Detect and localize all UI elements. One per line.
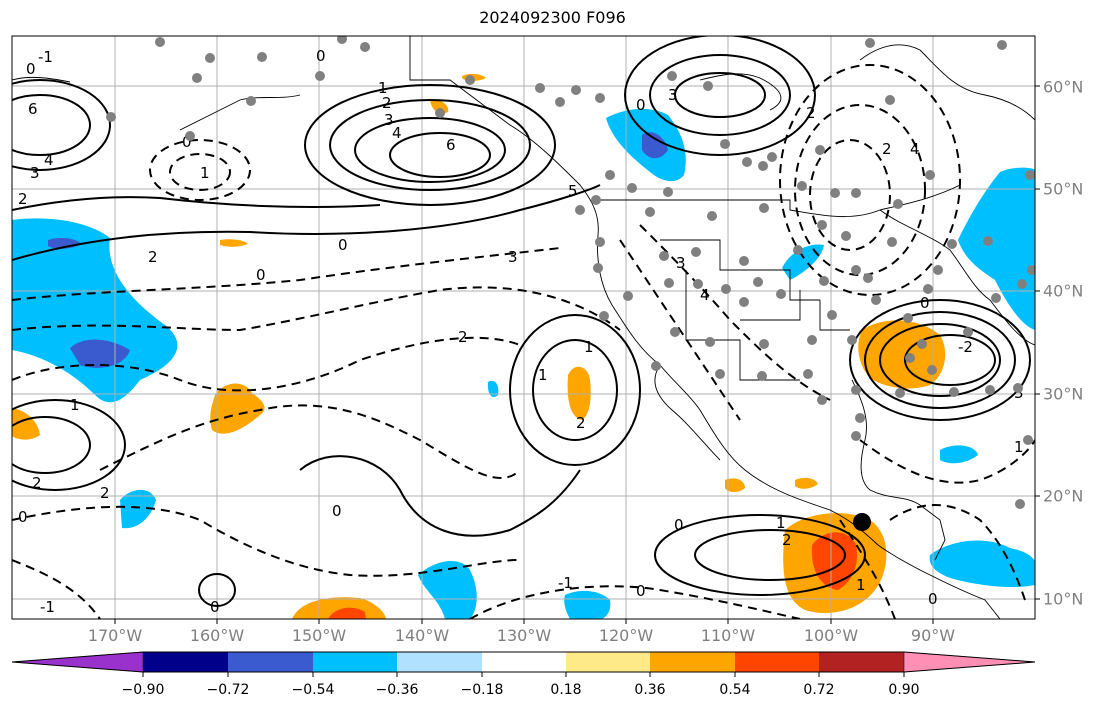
contour-label: 2 [458, 328, 468, 346]
contour-label: -1 [40, 598, 55, 616]
coastlines [12, 36, 1035, 619]
colorbar-tick-label: −0.18 [460, 682, 504, 698]
axis-ticks [114, 85, 1040, 624]
colorbar-segment [819, 652, 904, 672]
contour-label: -1 [38, 48, 53, 66]
colorbar [11, 651, 1036, 677]
longitude-label: 160°W [189, 626, 245, 645]
colorbar-segment [735, 652, 819, 672]
contour-label: 0 [332, 502, 342, 520]
colorbar-tick-label: −0.90 [121, 682, 165, 698]
contour-label: 3 [384, 111, 394, 129]
contour-label: 2 [782, 531, 792, 549]
negative-contours [12, 64, 1035, 619]
contour-label: 5 [568, 182, 578, 200]
contour-label: 1 [856, 576, 866, 594]
colorbar-segment [397, 652, 482, 672]
latitude-label: 10°N [1043, 589, 1084, 609]
contour-label: 2 [882, 140, 892, 158]
contour-label: -1 [558, 574, 573, 592]
colorbar-tick-label: −0.36 [375, 682, 419, 698]
contour-label: 0 [636, 96, 646, 114]
contour-label: 1 [776, 514, 786, 532]
colorbar-segment [482, 652, 566, 672]
contour-label: 6 [28, 100, 38, 118]
contour-label: 0 [182, 133, 192, 151]
graticule [12, 36, 1035, 619]
contour-label: 0 [338, 236, 348, 254]
colorbar-tick-label: 0.90 [888, 682, 920, 698]
contour-label: 2 [100, 484, 110, 502]
latitude-label: 20°N [1043, 486, 1084, 506]
longitude-label: 130°W [496, 626, 552, 645]
contour-label: 4 [700, 286, 710, 304]
colorbar-segment [313, 652, 397, 672]
contour-label: 0 [636, 582, 646, 600]
colorbar-segment [650, 652, 735, 672]
contour-label: 2 [32, 474, 42, 492]
contour-label: 0 [256, 266, 266, 284]
contour-label: 2 [148, 248, 158, 266]
contour-label: 1 [378, 79, 388, 97]
contour-label: 0 [920, 294, 930, 312]
colorbar-tick-label: 0.54 [719, 682, 751, 698]
contour-label: 2 [382, 94, 392, 112]
contour-label: 0 [674, 516, 684, 534]
contour-label: 6 [446, 136, 456, 154]
contour-label-group: -1 0 6 4 3 1 0 2 3 4 6 2 1 0 2 0 3 5 4 2… [18, 47, 1024, 616]
height-anomaly-contours [12, 36, 1031, 607]
colorbar-tick-label: −0.72 [206, 682, 250, 698]
colorbar-segment [11, 651, 144, 673]
longitude-label: 120°W [598, 626, 654, 645]
longitude-label: 100°W [803, 626, 859, 645]
latitude-label: 50°N [1043, 179, 1084, 199]
contour-label: 3 [1014, 384, 1024, 402]
longitude-label: 140°W [394, 626, 450, 645]
contour-label: 2 [576, 414, 586, 432]
contour-label: 1 [584, 338, 594, 356]
contour-label: 0 [18, 508, 28, 526]
contour-label: 1 [538, 366, 548, 384]
storm-center-marker [853, 513, 871, 531]
contour-label: 3 [508, 248, 518, 266]
latitude-label: 30°N [1043, 384, 1084, 404]
contour-label: 0 [316, 47, 326, 65]
colorbar-segment [566, 652, 650, 672]
contour-label: 0 [26, 60, 36, 78]
station-dots [106, 36, 1035, 509]
colorbar-tick-label: −0.54 [291, 682, 335, 698]
contour-label: 3 [30, 164, 40, 182]
longitude-label: 170°W [87, 626, 143, 645]
contour-label: 1 [70, 396, 80, 414]
colorbar-segment [228, 652, 313, 672]
contour-label: 0 [928, 590, 938, 608]
colorbar-tick-label: 0.18 [550, 682, 582, 698]
map-title: 2024092300 F096 [479, 8, 626, 27]
colorbar-tick-label: 0.72 [803, 682, 835, 698]
contour-label: 4 [910, 140, 920, 158]
contour-label: 4 [44, 151, 54, 169]
longitude-label: 90°W [910, 626, 956, 645]
longitude-label: 110°W [700, 626, 756, 645]
latitude-label: 40°N [1043, 281, 1084, 301]
colorbar-segment [143, 652, 228, 672]
contour-label: -2 [958, 338, 973, 356]
colorbar-segment [903, 651, 1036, 673]
contour-label: 1 [1014, 438, 1024, 456]
contour-label: 3 [668, 86, 678, 104]
colorbar-tick-label: 0.36 [634, 682, 666, 698]
contour-label: 0 [210, 598, 220, 616]
contour-label: 3 [676, 254, 686, 272]
contour-label: 2 [18, 190, 28, 208]
longitude-label: 150°W [291, 626, 347, 645]
contour-label: 2 [806, 104, 816, 122]
contour-label: 1 [200, 164, 210, 182]
latitude-label: 60°N [1043, 77, 1084, 97]
contour-label: 4 [392, 124, 402, 142]
